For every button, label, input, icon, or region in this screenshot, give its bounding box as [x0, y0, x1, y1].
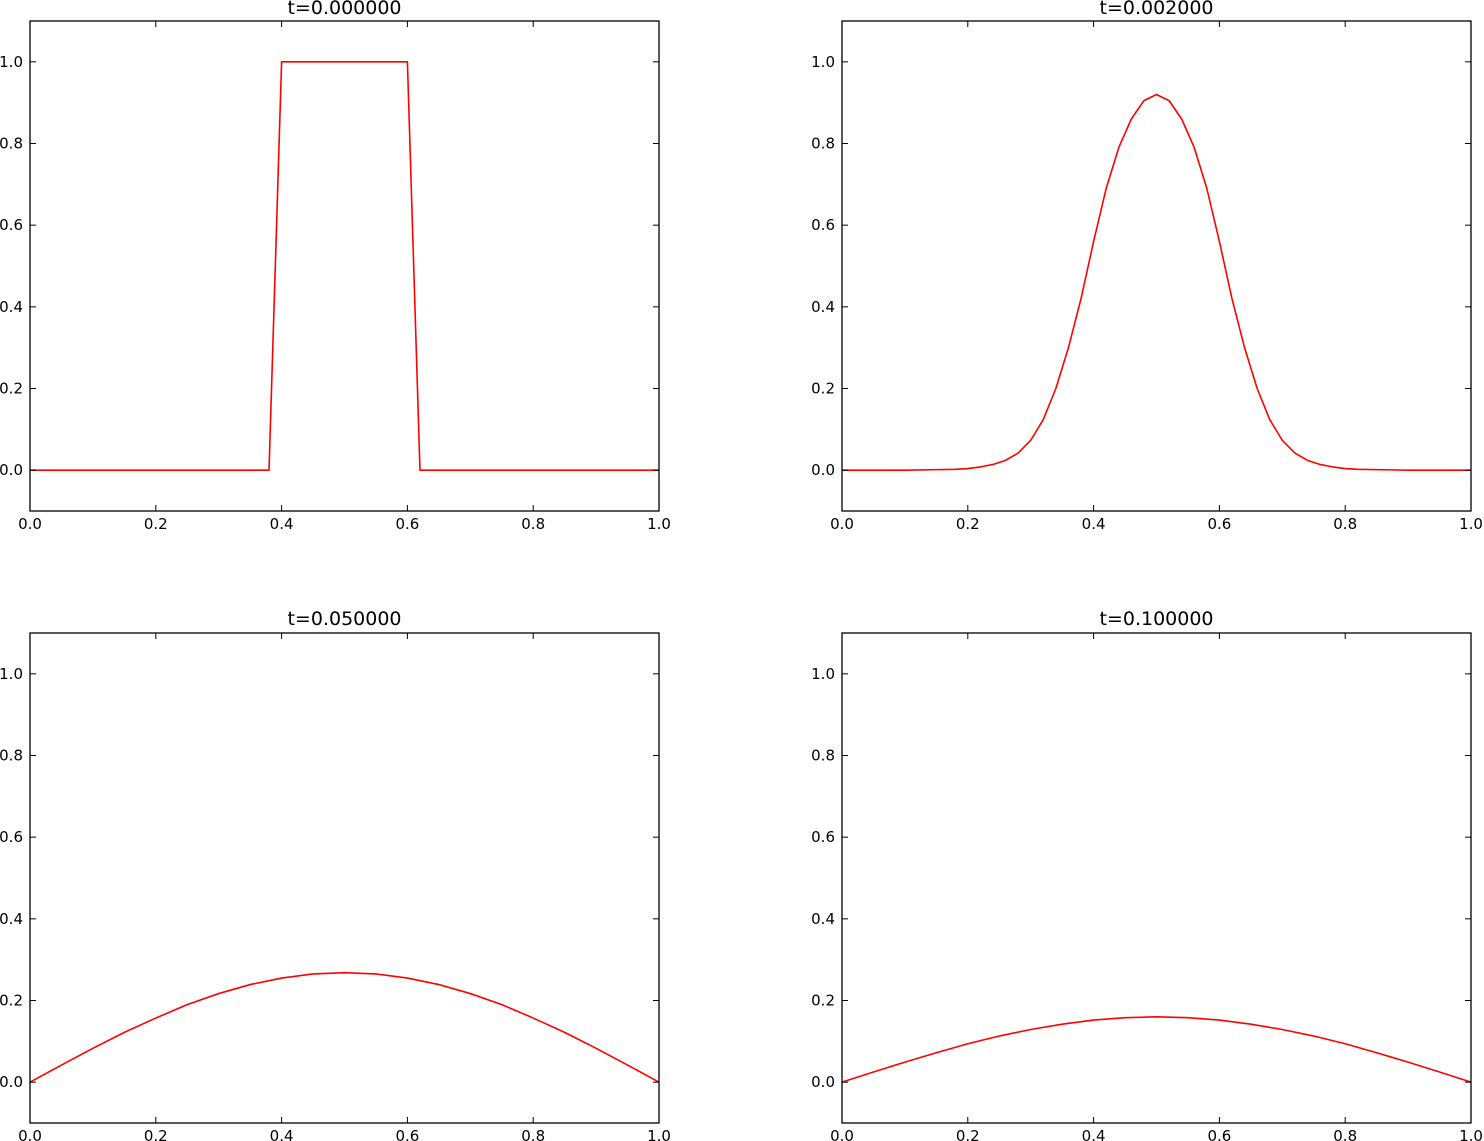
y-tick-label: 0.6 [0, 828, 23, 846]
panel-title: t=0.100000 [1099, 608, 1213, 630]
y-tick-label: 0.6 [0, 216, 23, 234]
x-tick-label: 0.0 [18, 515, 42, 533]
x-tick-label: 0.8 [521, 515, 545, 533]
y-tick-label: 0.8 [0, 747, 23, 765]
series-line [842, 93, 1471, 471]
y-tick-label: 0.2 [0, 380, 23, 398]
x-tick-label: 1.0 [647, 515, 671, 533]
y-tick-label: 0.4 [811, 298, 835, 316]
panel-bottom-left: t=0.050000 0.0 0.2 0.4 0.6 0.8 1.0 0.0 0.2 0.4 0.… [0, 608, 671, 1141]
x-tick-label: 1.0 [1459, 1127, 1483, 1141]
y-tick-label: 0.0 [0, 461, 23, 479]
x-tick-label: 0.0 [830, 515, 854, 533]
panel-top-left: t=0.000000 0.0 0.2 0.4 0.6 0.8 1.0 0.0 0.2 0.4 0.… [0, 0, 671, 533]
axes-frame [29, 632, 660, 1124]
y-tick-label: 0.8 [0, 135, 23, 153]
x-tick-label: 0.8 [1333, 515, 1357, 533]
panel-top-right: t=0.002000 0.0 0.2 0.4 0.6 0.8 1.0 0.0 0.2 0.4 0.… [811, 0, 1483, 533]
x-tick-label: 0.2 [956, 1127, 980, 1141]
y-tick-label: 0.4 [0, 298, 23, 316]
axes-frame [29, 20, 660, 512]
axes-frame [841, 20, 1472, 512]
x-tick-label: 1.0 [1459, 515, 1483, 533]
y-tick-label: 1.0 [811, 665, 835, 683]
series-line [841, 1016, 1472, 1083]
y-tick-label: 0.4 [811, 910, 835, 928]
y-tick-label: 0.2 [811, 992, 835, 1010]
x-tick-label: 0.4 [270, 1127, 294, 1141]
x-tick-label: 0.8 [1333, 1127, 1357, 1141]
y-tick-label: 0.2 [0, 992, 23, 1010]
x-tick-label: 0.8 [521, 1127, 545, 1141]
y-tick-label: 1.0 [0, 665, 23, 683]
x-tick-label: 0.4 [270, 515, 294, 533]
panel-title: t=0.000000 [287, 0, 401, 19]
y-tick-label: 0.8 [811, 747, 835, 765]
x-tick-label: 0.6 [395, 515, 419, 533]
x-tick-label: 0.2 [144, 515, 168, 533]
panel-bottom-right: t=0.100000 0.0 0.2 0.4 0.6 0.8 1.0 0.0 0.2 0.4 0.… [811, 608, 1483, 1141]
x-tick-label: 1.0 [647, 1127, 671, 1141]
panel-title: t=0.002000 [1099, 0, 1213, 19]
y-tick-label: 0.0 [0, 1073, 23, 1091]
y-tick-label: 1.0 [0, 53, 23, 71]
x-tick-label: 0.6 [395, 1127, 419, 1141]
y-tick-label: 0.2 [811, 380, 835, 398]
x-tick-label: 0.4 [1082, 515, 1106, 533]
x-tick-label: 0.6 [1207, 515, 1231, 533]
x-tick-label: 0.0 [18, 1127, 42, 1141]
y-tick-label: 0.0 [811, 461, 835, 479]
series-line [29, 971, 660, 1083]
y-tick-label: 0.0 [811, 1073, 835, 1091]
y-tick-label: 1.0 [811, 53, 835, 71]
y-tick-label: 0.6 [811, 828, 835, 846]
axes-frame [841, 632, 1472, 1124]
panel-title: t=0.050000 [287, 608, 401, 630]
x-tick-label: 0.0 [830, 1127, 854, 1141]
x-tick-label: 0.2 [144, 1127, 168, 1141]
x-tick-label: 0.6 [1207, 1127, 1231, 1141]
series-line [30, 61, 659, 471]
y-tick-label: 0.4 [0, 910, 23, 928]
y-tick-label: 0.6 [811, 216, 835, 234]
y-tick-label: 0.8 [811, 135, 835, 153]
x-tick-label: 0.2 [956, 515, 980, 533]
x-tick-label: 0.4 [1082, 1127, 1106, 1141]
